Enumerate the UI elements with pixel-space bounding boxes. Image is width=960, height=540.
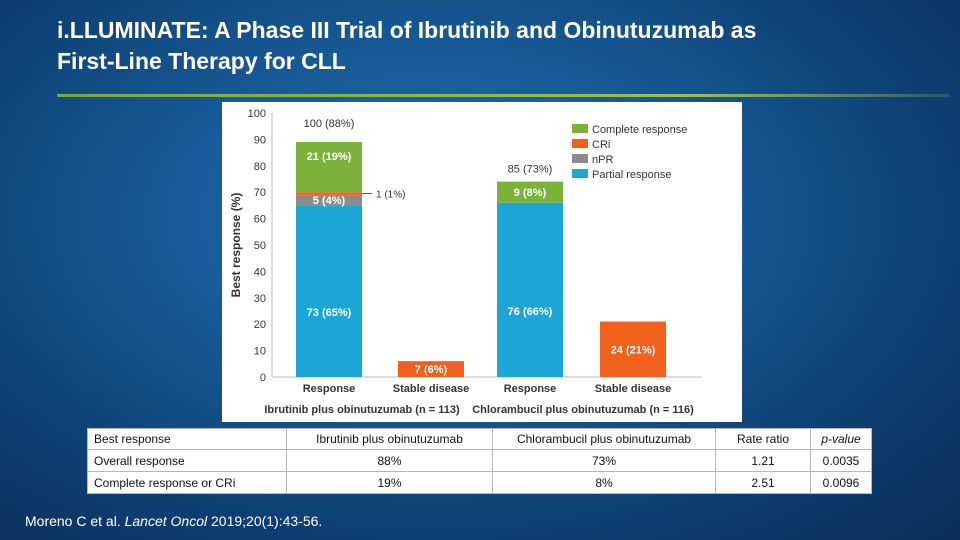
legend-swatch	[572, 139, 588, 148]
x-tick-label: Response	[504, 383, 557, 395]
table-cell: 88%	[286, 449, 493, 472]
bar-total-label: 100 (88%)	[304, 118, 355, 130]
title-line-1: i.LLUMINATE: A Phase III Trial of Ibruti…	[57, 17, 757, 43]
bar-segment	[296, 194, 362, 206]
table-cell: Overall response	[87, 449, 287, 472]
table-cell: 0.0096	[810, 471, 872, 494]
y-tick-label: 80	[254, 161, 266, 173]
response-chart: 0 10 20 30 40 50 60 70 80 90 100 Best response (%) 7…	[229, 108, 702, 416]
title-divider	[57, 94, 950, 97]
data-label: 73 (65%)	[307, 307, 352, 319]
table-cell: 73%	[492, 449, 716, 472]
data-label: 7 (6%)	[415, 364, 448, 376]
y-tick-label: 0	[260, 372, 266, 384]
table-cell: 0.0035	[810, 449, 872, 472]
table-header-cell: p-value	[810, 428, 872, 450]
bar-total-label: 85 (73%)	[508, 164, 553, 176]
table-cell: 8%	[492, 471, 716, 494]
data-label: 1 (1%)	[376, 190, 405, 201]
citation-ref: 2019;20(1):43-56.	[211, 513, 323, 529]
citation-journal: Lancet Oncol	[124, 513, 208, 529]
bar-segment	[497, 202, 563, 377]
y-tick-label: 90	[254, 134, 266, 146]
table-header-cell: Ibrutinib plus obinutuzumab	[286, 428, 493, 450]
y-tick-label: 10	[254, 346, 266, 358]
results-table: Best response Ibrutinib plus obinutuzuma…	[87, 428, 872, 494]
table-header-cell: Best response	[87, 428, 287, 450]
x-tick-label: Response	[303, 383, 356, 395]
legend-label: Complete response	[592, 124, 687, 136]
table-cell: 1.21	[715, 449, 811, 472]
x-tick-label: Stable disease	[393, 383, 469, 395]
y-axis-title: Best response (%)	[229, 193, 243, 298]
title-line-2: First-Line Therapy for CLL	[57, 48, 346, 74]
bar-segment	[497, 181, 563, 203]
y-tick-label: 70	[254, 187, 266, 199]
data-label: 76 (66%)	[508, 306, 553, 318]
citation-authors: Moreno C et al.	[25, 513, 121, 529]
citation: Moreno C et al. Lancet Oncol 2019;20(1):…	[25, 513, 322, 529]
y-tick-label: 100	[248, 108, 266, 120]
table-header-cell: Chlorambucil plus obinutuzumab	[492, 428, 716, 450]
bar-segment	[296, 205, 362, 377]
bar-segment	[600, 321, 666, 377]
legend-swatch	[572, 154, 588, 163]
bar-segment	[296, 142, 362, 193]
legend-label: CRi	[592, 139, 610, 151]
legend-swatch	[572, 124, 588, 133]
group-label: Ibrutinib plus obinutuzumab (n = 113)	[264, 404, 460, 416]
table-cell: 2.51	[715, 471, 811, 494]
table-header-cell: Rate ratio	[715, 428, 811, 450]
group-label: Chlorambucil plus obinutuzumab (n = 116)	[472, 404, 694, 416]
y-tick-label: 40	[254, 266, 266, 278]
y-tick-label: 50	[254, 240, 266, 252]
bar-segment	[398, 361, 464, 377]
table-header-row: Best response Ibrutinib plus obinutuzuma…	[87, 428, 872, 450]
data-label: 24 (21%)	[611, 345, 656, 357]
legend-swatch	[572, 169, 588, 178]
table-row: Complete response or CRi 19% 8% 2.51 0.0…	[87, 471, 872, 494]
p-value-header: p-value	[821, 432, 861, 446]
table-row: Overall response 88% 73% 1.21 0.0035	[87, 449, 872, 472]
y-tick-label: 20	[254, 319, 266, 331]
table-cell: 19%	[286, 471, 493, 494]
data-label: 9 (8%)	[514, 187, 547, 199]
legend-label: nPR	[592, 154, 613, 166]
data-label: 21 (19%)	[307, 151, 352, 163]
slide-title: i.LLUMINATE: A Phase III Trial of Ibruti…	[57, 15, 917, 77]
y-tick-label: 30	[254, 293, 266, 305]
table-cell: Complete response or CRi	[87, 471, 287, 494]
y-tick-label: 60	[254, 214, 266, 226]
bar-segment	[296, 192, 362, 195]
legend-label: Partial response	[592, 169, 672, 181]
data-label: 5 (4%)	[313, 195, 346, 207]
x-tick-label: Stable disease	[595, 383, 671, 395]
